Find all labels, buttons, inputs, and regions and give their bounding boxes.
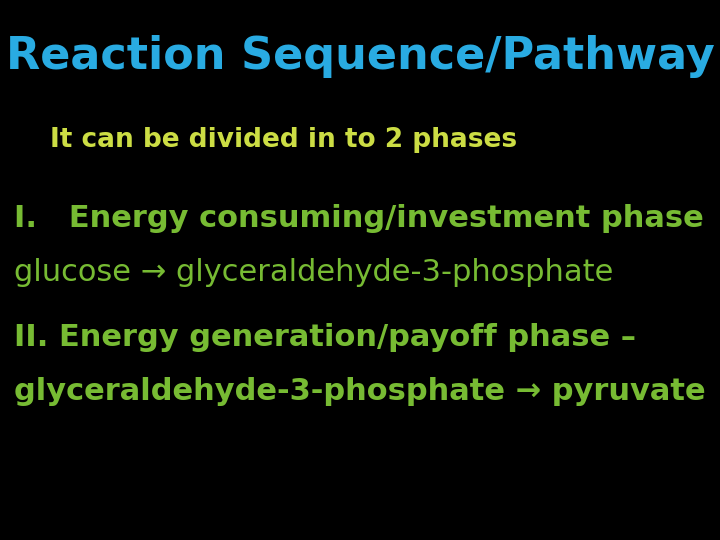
Text: It can be divided in to 2 phases: It can be divided in to 2 phases xyxy=(50,127,518,153)
Text: I.   Energy consuming/investment phase: I. Energy consuming/investment phase xyxy=(14,204,704,233)
Text: II. Energy generation/payoff phase –: II. Energy generation/payoff phase – xyxy=(14,323,636,352)
Text: glucose → glyceraldehyde-3-phosphate: glucose → glyceraldehyde-3-phosphate xyxy=(14,258,613,287)
Text: glyceraldehyde-3-phosphate → pyruvate: glyceraldehyde-3-phosphate → pyruvate xyxy=(14,377,706,406)
Text: Reaction Sequence/Pathway: Reaction Sequence/Pathway xyxy=(6,35,714,78)
